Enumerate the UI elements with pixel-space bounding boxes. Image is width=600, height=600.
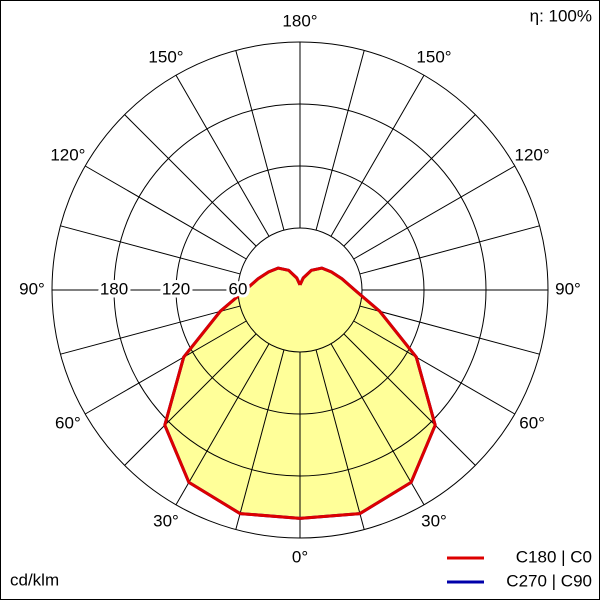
angle-tick-label: 150° (416, 47, 451, 66)
radial-grid-line (330, 74, 425, 237)
legend-label: C270 | C90 (506, 571, 592, 590)
angle-tick-label: 90° (19, 279, 45, 298)
angle-tick-label: 30° (421, 512, 447, 531)
radial-grid-line (175, 343, 270, 506)
radial-grid-line (359, 305, 540, 355)
radial-grid-line (60, 225, 241, 275)
angle-tick-label: 120° (515, 145, 550, 164)
angle-tick-label: 180° (282, 11, 317, 30)
r-tick-label: 60 (229, 279, 248, 298)
intensity-curve (298, 266, 437, 520)
radial-grid-line (353, 320, 516, 415)
unit-label: cd/klm (10, 570, 59, 589)
intensity-curve (163, 266, 302, 520)
radial-grid-line (235, 50, 285, 231)
radial-grid-line (343, 114, 476, 247)
r-tick-label: 120 (162, 279, 190, 298)
angle-tick-label: 0° (292, 547, 308, 566)
area-fill (300, 268, 436, 519)
radial-grid-line (343, 333, 476, 466)
angle-tick-label: 30° (153, 512, 179, 531)
radial-grid-line (60, 305, 241, 355)
angle-tick-label: 90° (555, 279, 581, 298)
radial-grid-line (175, 74, 270, 237)
radial-grid-line (359, 225, 540, 275)
r-tick-label: 180 (100, 279, 128, 298)
angle-tick-label: 60° (55, 413, 81, 432)
legend-label: C180 | C0 (516, 547, 592, 566)
area-fill (164, 268, 300, 519)
radial-grid-line (235, 349, 285, 530)
angle-tick-label: 120° (50, 145, 85, 164)
radial-grid-line (315, 50, 365, 231)
radial-grid-line (124, 333, 257, 466)
efficiency-label: η: 100% (530, 6, 592, 25)
radial-grid-line (315, 349, 365, 530)
radial-grid-line (84, 165, 247, 260)
radial-grid-line (84, 320, 247, 415)
radial-grid-line (330, 343, 425, 506)
angle-tick-label: 150° (148, 47, 183, 66)
radial-grid-line (124, 114, 257, 247)
angle-tick-label: 60° (519, 413, 545, 432)
radial-grid-line (353, 165, 516, 260)
